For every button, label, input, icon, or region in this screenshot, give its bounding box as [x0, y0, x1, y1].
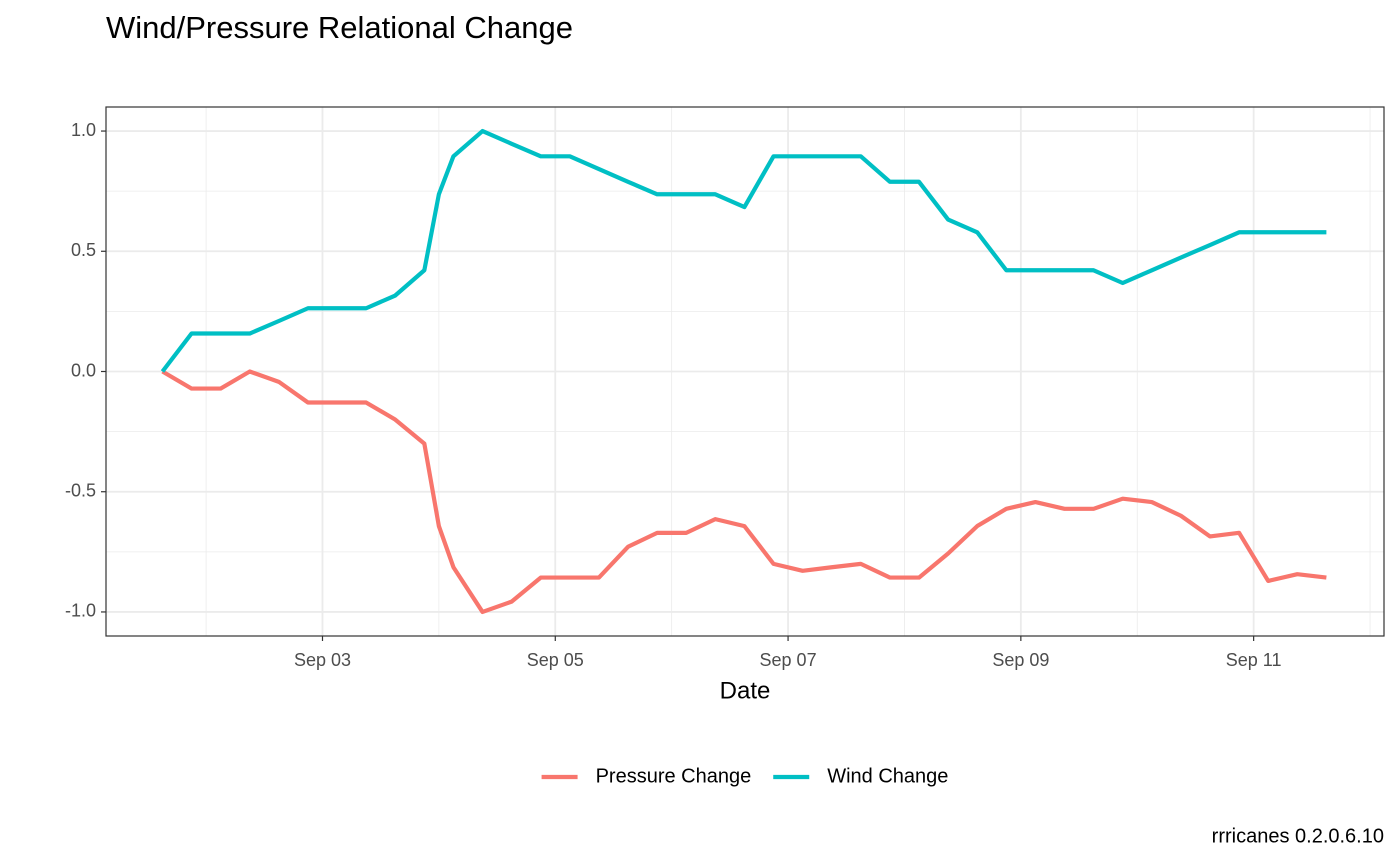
x-tick-label: Sep 09: [992, 650, 1049, 670]
plot-border: [105, 106, 1385, 637]
y-tick-label: 1.0: [71, 120, 96, 140]
x-tick-label: Sep 03: [294, 650, 351, 670]
y-tick-label: -1.0: [65, 601, 96, 621]
x-tick-label: Sep 11: [1226, 650, 1282, 670]
legend-label: Wind Change: [827, 765, 948, 787]
series-line: [160, 128, 1327, 373]
series-line: [161, 369, 1327, 615]
chart-title: Wind/Pressure Relational Change: [106, 10, 573, 45]
legend: Pressure Change Wind Change: [541, 765, 948, 787]
y-tick-label: -0.5: [65, 480, 96, 500]
x-tick-label: Sep 05: [527, 650, 584, 670]
x-tick-label: Sep 07: [760, 650, 817, 670]
y-tick-label: 0.5: [71, 240, 96, 260]
y-tick-label: 0.0: [71, 360, 96, 380]
caption: rrricanes 0.2.0.6.10: [1212, 825, 1384, 847]
legend-label: Pressure Change: [596, 765, 752, 787]
x-axis-title: Date: [720, 677, 771, 704]
